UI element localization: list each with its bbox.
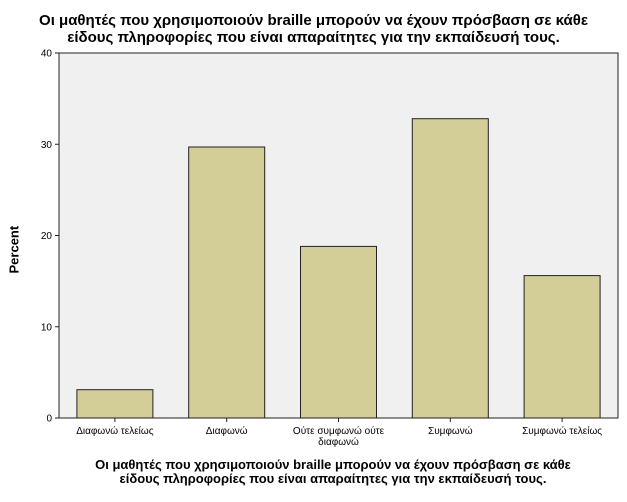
x-tick-label-3: Συμφωνώ — [428, 425, 473, 437]
bar-1 — [188, 146, 266, 419]
x-tick-label-4: Συμφωνώ τελείως — [522, 425, 602, 437]
x-tick-label-0: Διαφωνώ τελείως — [76, 425, 153, 437]
y-tick-label-2: 20 — [41, 231, 53, 242]
chart-title-line-2: είδους πληροφορίες που είναι απαραίτητες… — [67, 29, 560, 46]
x-axis-title-line-1: Οι μαθητές που χρησιμοποιούν braille μπο… — [95, 457, 571, 472]
bar-4 — [523, 275, 601, 419]
chart-title: Οι μαθητές που χρησιμοποιούν braille μπο… — [0, 12, 627, 46]
bar-0 — [76, 389, 154, 419]
x-axis: Διαφωνώ τελείως Διαφωνώ Ούτε συμφωνώ ούτε δ… — [76, 418, 602, 448]
bars-group — [76, 118, 601, 419]
x-axis-title-line-2: είδους πληροφορίες που είναι απαραίτητες… — [119, 471, 547, 486]
y-tick-label-4: 40 — [41, 49, 53, 60]
x-tick-label-2: Ούτε συμφωνώ ούτε διαφωνώ — [293, 425, 385, 448]
x-tick-label-1: Διαφωνώ — [206, 425, 248, 437]
chart-title-line-1: Οι μαθητές που χρησιμοποιούν braille μπο… — [39, 12, 588, 29]
y-tick-label-0: 0 — [46, 414, 52, 425]
x-axis-title: Οι μαθητές που χρησιμοποιούν braille μπο… — [48, 458, 618, 486]
bar-2 — [300, 245, 377, 419]
bar-3 — [411, 118, 489, 419]
y-axis: 0 10 20 30 40 — [41, 49, 59, 425]
y-tick-label-1: 10 — [41, 322, 53, 333]
y-tick-label-3: 30 — [41, 140, 53, 151]
